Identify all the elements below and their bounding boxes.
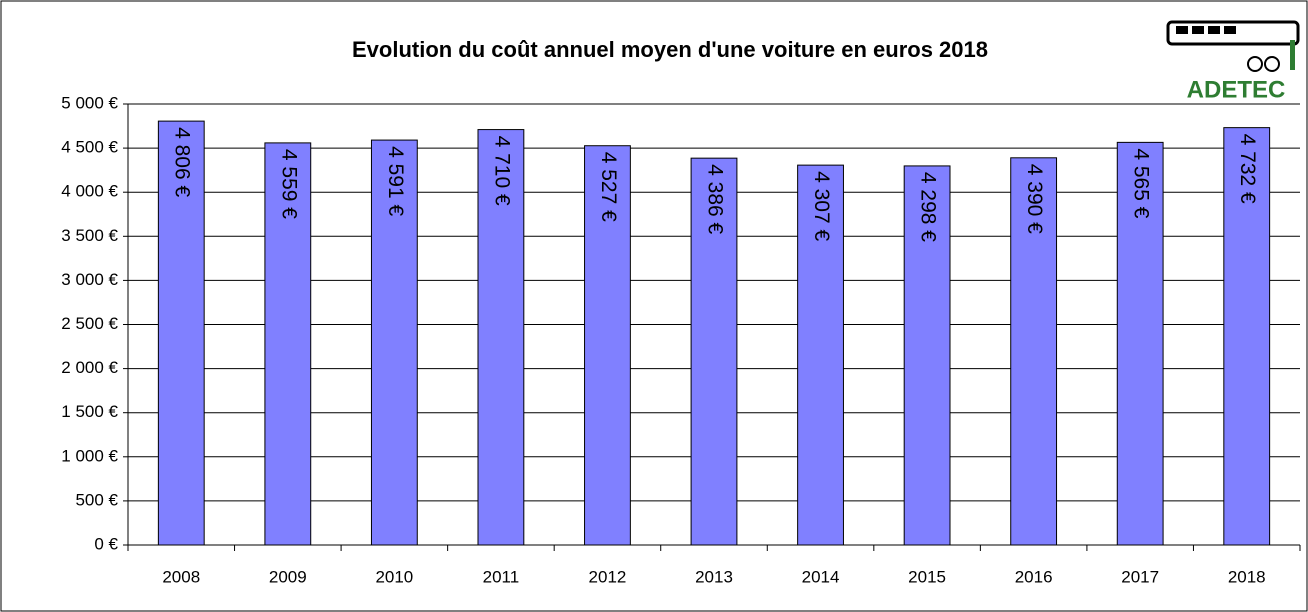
x-tick-label: 2014	[802, 567, 840, 586]
value-label: 4 527 €	[597, 152, 620, 222]
y-tick-label: 1 000 €	[61, 446, 118, 465]
logo: ADETEC	[1166, 20, 1300, 103]
logo-window	[1176, 26, 1188, 34]
x-tick-label: 2013	[695, 567, 733, 586]
value-label: 4 307 €	[810, 171, 833, 241]
value-label: 4 559 €	[277, 149, 300, 219]
value-label: 4 710 €	[490, 136, 513, 206]
x-tick-label: 2018	[1228, 567, 1266, 586]
x-tick-label: 2011	[483, 567, 520, 586]
y-tick-label: 500 €	[75, 490, 118, 509]
bar	[903, 165, 951, 546]
bar	[370, 139, 418, 546]
bar	[477, 129, 525, 546]
logo-wheel	[1264, 56, 1280, 72]
value-label: 4 565 €	[1130, 148, 1153, 218]
y-tick-label: 2 500 €	[61, 314, 118, 333]
y-tick-label: 2 000 €	[61, 358, 118, 377]
value-label: 4 298 €	[917, 172, 940, 242]
x-tick-label: 2008	[162, 567, 200, 586]
y-tick-label: 3 000 €	[61, 270, 118, 289]
x-tick-label: 2012	[589, 567, 627, 586]
value-label: 4 591 €	[384, 146, 407, 216]
x-tick-label: 2015	[908, 567, 946, 586]
y-tick-label: 3 500 €	[61, 226, 118, 245]
x-tick-label: 2017	[1121, 567, 1159, 586]
x-tick-label: 2010	[375, 567, 413, 586]
logo-wheel	[1247, 56, 1263, 72]
bar	[1010, 157, 1058, 546]
logo-person	[1290, 40, 1295, 70]
bar	[690, 157, 738, 546]
x-tick-label: 2009	[269, 567, 307, 586]
y-tick-label: 5 000 €	[61, 93, 118, 112]
logo-text: ADETEC	[1187, 76, 1286, 103]
value-label: 4 386 €	[703, 164, 726, 234]
y-tick-label: 1 500 €	[61, 402, 118, 421]
bar	[264, 142, 312, 546]
y-tick-label: 4 500 €	[61, 138, 118, 157]
logo-window	[1224, 26, 1236, 34]
y-tick-label: 4 000 €	[61, 182, 118, 201]
y-tick-label: 0 €	[94, 534, 118, 553]
bar	[157, 120, 205, 546]
value-label: 4 732 €	[1236, 134, 1259, 204]
value-label: 4 806 €	[171, 127, 194, 197]
logo-window	[1208, 26, 1220, 34]
bar	[584, 145, 631, 546]
bar	[1116, 141, 1164, 546]
value-label: 4 390 €	[1023, 164, 1046, 234]
logo-window	[1192, 26, 1204, 34]
bar	[1223, 127, 1271, 546]
bar	[797, 164, 844, 546]
chart-title: Evolution du coût annuel moyen d'une voi…	[352, 37, 988, 62]
x-tick-label: 2016	[1015, 567, 1053, 586]
